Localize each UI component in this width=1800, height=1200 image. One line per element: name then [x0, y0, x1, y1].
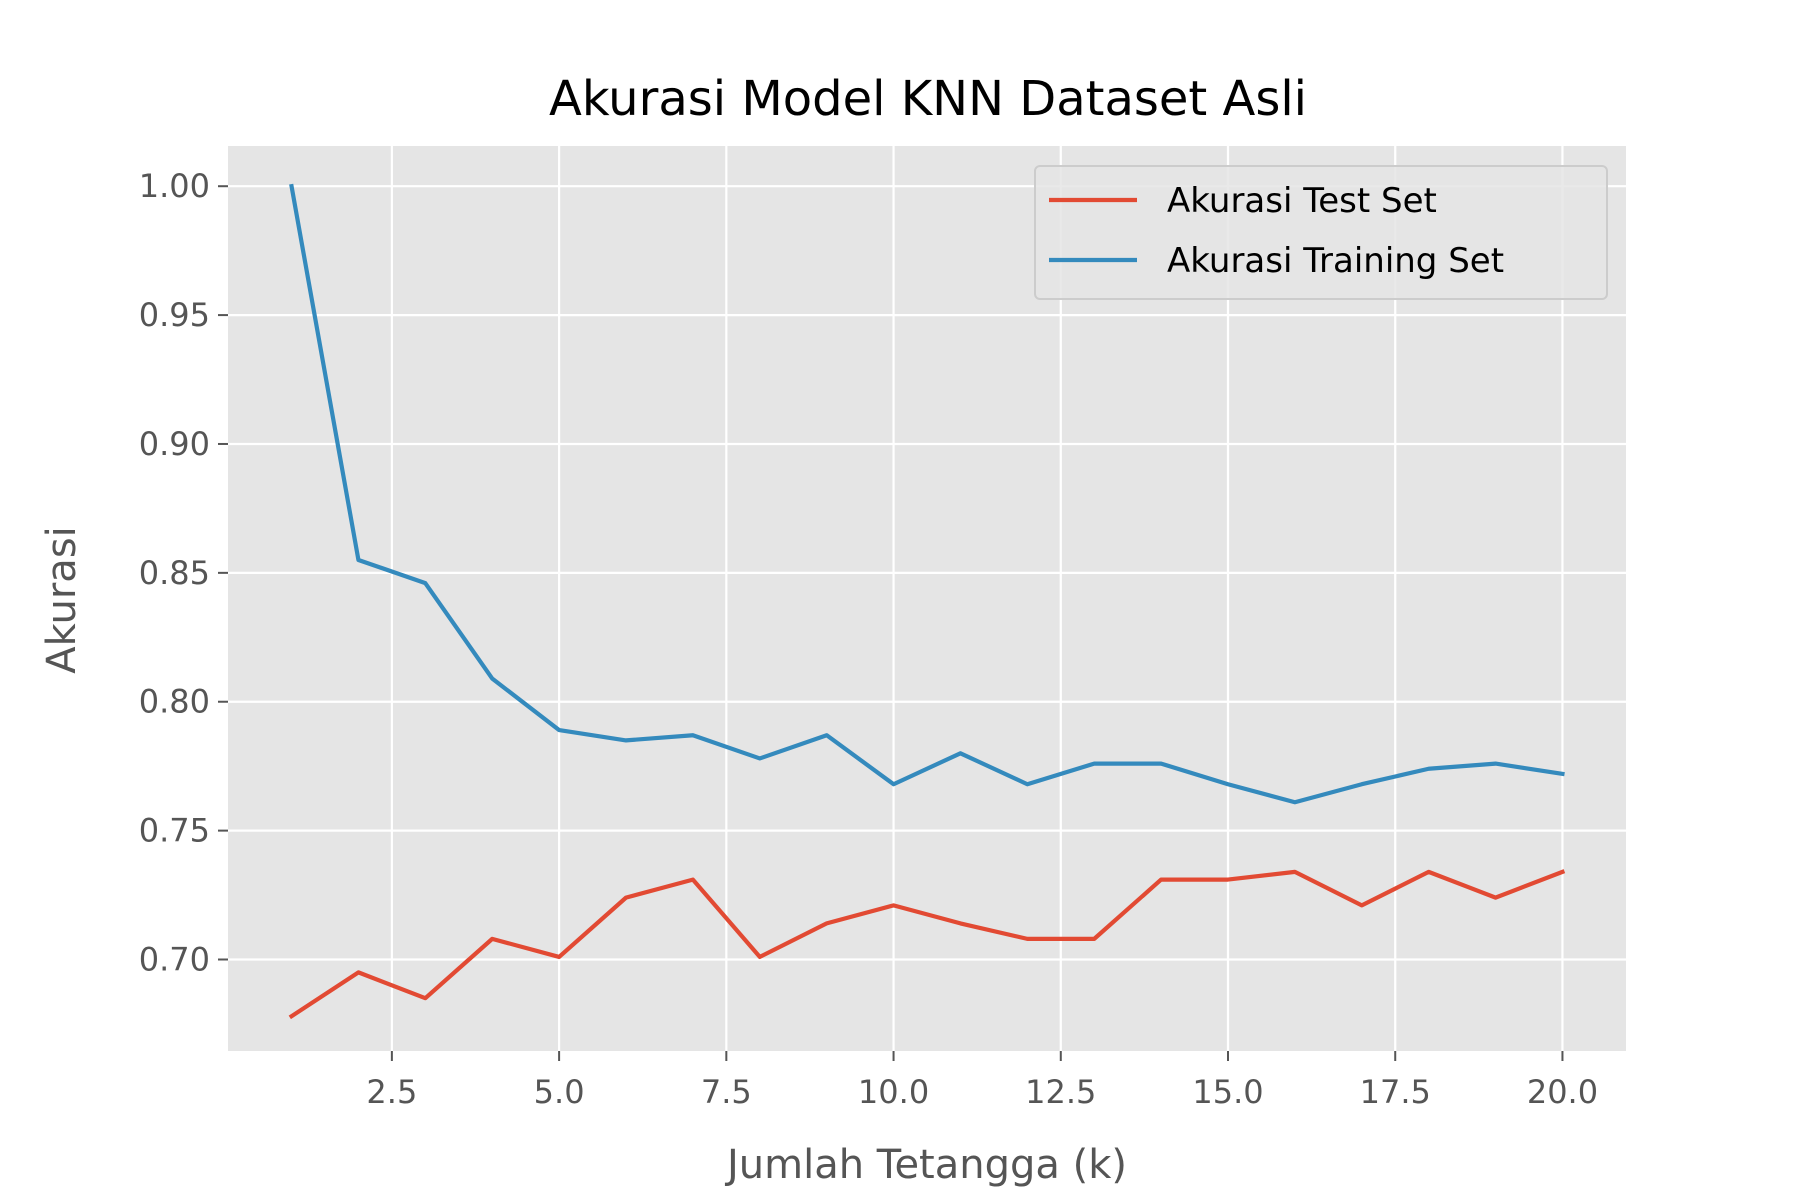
x-tick-label: 10.0: [858, 1073, 929, 1111]
y-axis-ticks: 0.70 0.75 0.80 0.85 0.90 0.95 1.00: [139, 167, 228, 978]
y-tick-label: 1.00: [139, 167, 210, 205]
legend-entry-label: Akurasi Training Set: [1167, 241, 1504, 281]
chart-title: Akurasi Model KNN Dataset Asli: [549, 71, 1307, 127]
y-tick-label: 0.85: [139, 554, 210, 592]
legend: Akurasi Test Set Akurasi Training Set: [1034, 165, 1608, 300]
x-tick-label: 12.5: [1025, 1073, 1096, 1111]
x-tick-label: 5.0: [534, 1073, 585, 1111]
series-line-training-set: [289, 183, 1565, 805]
y-tick-label: 0.80: [139, 683, 210, 721]
y-tick-label: 0.95: [139, 296, 210, 334]
y-tick-label: 0.70: [139, 940, 210, 978]
legend-box: [1034, 165, 1608, 300]
series-layer: [288, 183, 1566, 1020]
y-axis-label: Akurasi: [39, 526, 85, 674]
x-tick-label: 17.5: [1360, 1073, 1431, 1111]
x-tick-label: 7.5: [701, 1073, 752, 1111]
x-axis-label: Jumlah Tetangga (k): [724, 1142, 1127, 1188]
y-tick-label: 0.90: [139, 425, 210, 463]
x-tick-label: 15.0: [1192, 1073, 1263, 1111]
legend-entry-label: Akurasi Test Set: [1167, 181, 1437, 221]
x-tick-label: 20.0: [1527, 1073, 1598, 1111]
y-tick-label: 0.75: [139, 812, 210, 850]
series-line-test-set: [288, 869, 1566, 1020]
x-axis-ticks: 2.5 5.0 7.5 10.0 12.5 15.0 17.5 20.0: [366, 1051, 1598, 1111]
x-tick-label: 2.5: [366, 1073, 417, 1111]
